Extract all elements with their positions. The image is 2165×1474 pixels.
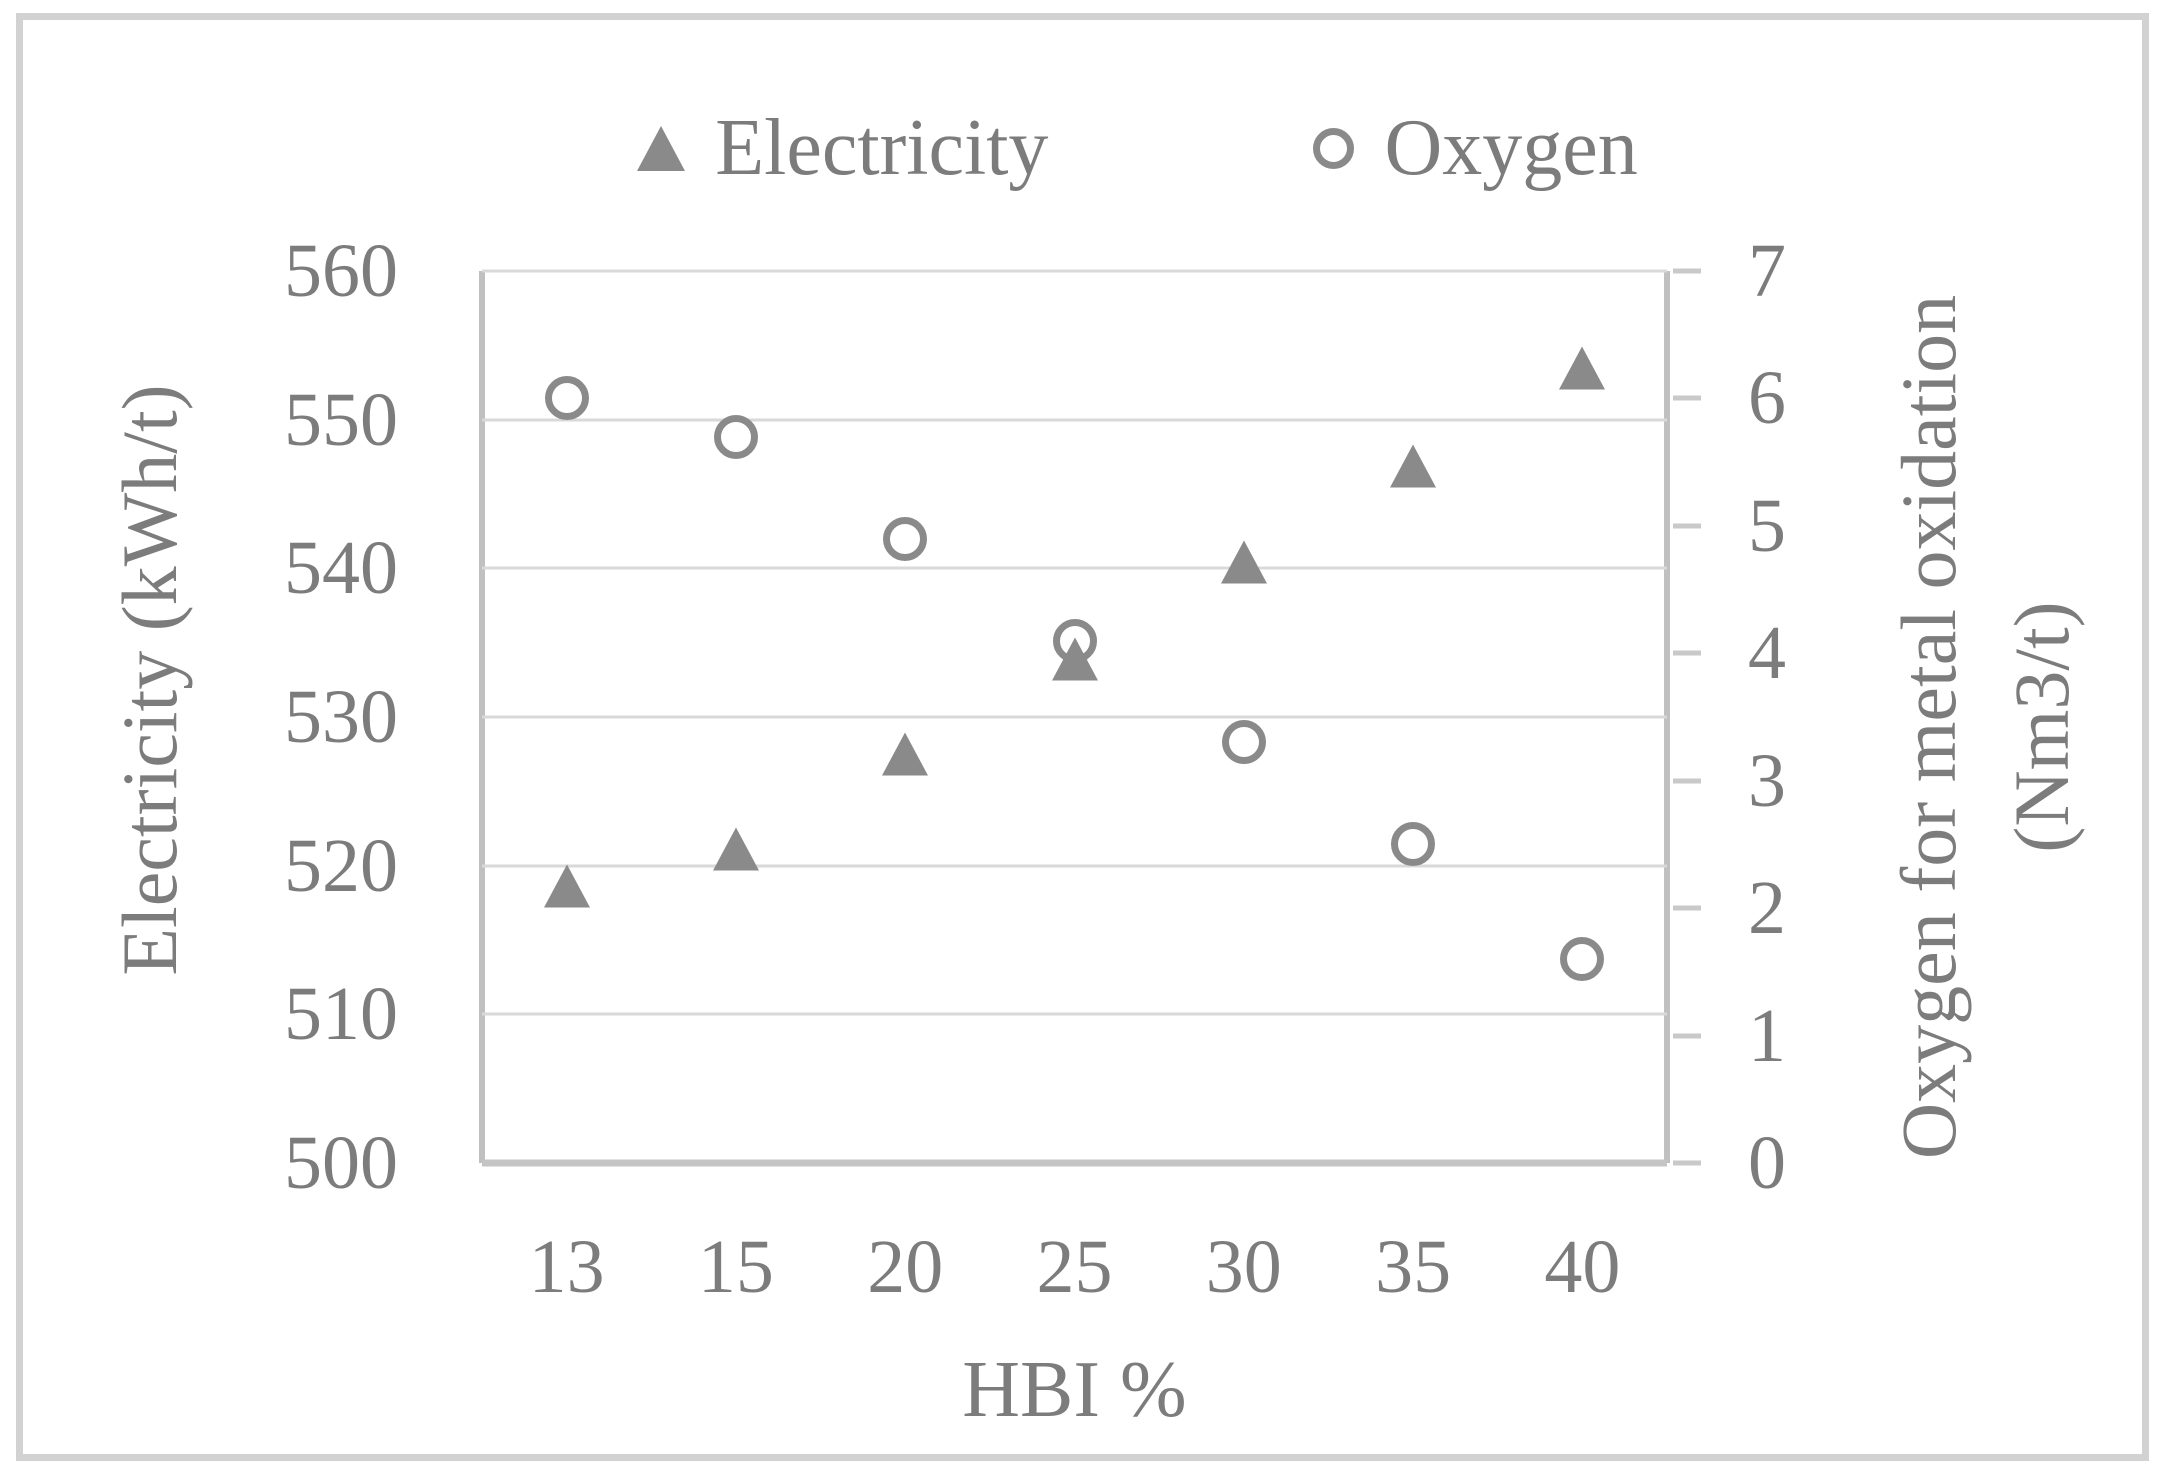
right-axis-tick-4	[1673, 650, 1701, 656]
gridline-510	[482, 1012, 1667, 1016]
right-tick-label-2: 2	[1748, 866, 1786, 951]
legend-label-electricity: Electricity	[715, 104, 1049, 192]
oxygen-marker	[1560, 937, 1605, 982]
x-tick-label-20: 20	[867, 1225, 944, 1309]
right-axis-title-line1: Oxygen for metal oxidation	[1884, 294, 1972, 1160]
gridline-520	[482, 864, 1667, 868]
legend: Electricity Oxygen	[55, 108, 2165, 188]
oxygen-marker	[1391, 822, 1436, 867]
x-tick-label-30: 30	[1205, 1225, 1282, 1309]
left-axis-title: Electricity (kWh/t)	[106, 384, 193, 976]
oxygen-marker	[883, 516, 928, 561]
right-axis-tick-1	[1673, 1033, 1701, 1039]
oxygen-marker	[1221, 720, 1266, 765]
electricity-marker	[882, 732, 929, 776]
right-tick-label-5: 5	[1748, 483, 1786, 568]
right-tick-label-7: 7	[1748, 229, 1786, 313]
legend-label-oxygen: Oxygen	[1384, 104, 1638, 192]
gridline-540	[482, 566, 1667, 570]
circle-marker-icon	[1313, 127, 1355, 169]
right-tick-label-0: 0	[1748, 1121, 1786, 1205]
left-tick-label-540: 540	[284, 526, 398, 611]
electricity-marker	[543, 864, 590, 908]
right-axis-tick-5	[1673, 523, 1701, 529]
x-tick-label-25: 25	[1036, 1225, 1113, 1309]
electricity-marker	[712, 827, 759, 871]
right-tick-label-6: 6	[1748, 356, 1786, 441]
x-axis-tick-labels: 13 15 20 25 30 35 40	[482, 1222, 1667, 1312]
left-tick-label-520: 520	[284, 823, 398, 908]
x-tick-label-35: 35	[1375, 1225, 1452, 1309]
left-tick-label-500: 500	[284, 1121, 398, 1205]
left-tick-label-530: 530	[284, 675, 398, 759]
plot-area	[479, 268, 1701, 1167]
x-tick-label-40: 40	[1544, 1225, 1621, 1309]
right-axis-title: Oxygen for metal oxidation (Nm3/t)	[1872, 295, 2098, 1159]
oxygen-marker	[544, 376, 589, 421]
right-tick-label-4: 4	[1748, 611, 1786, 696]
left-axis-tick-labels: 560 550 540 530 520 510 500	[0, 233, 452, 1201]
left-tick-label-510: 510	[284, 972, 398, 1057]
right-tick-label-1: 1	[1748, 993, 1786, 1078]
triangle-marker-icon	[637, 125, 686, 171]
left-tick-label-550: 550	[284, 377, 398, 462]
right-axis-line	[1664, 271, 1670, 1163]
right-axis-tick-6	[1673, 395, 1701, 401]
figure-border	[16, 13, 2149, 1461]
oxygen-marker	[713, 414, 758, 459]
electricity-marker	[1390, 444, 1437, 488]
electricity-marker	[1220, 540, 1267, 584]
x-tick-label-15: 15	[697, 1225, 774, 1309]
right-axis-tick-3	[1673, 778, 1701, 784]
legend-item-electricity: Electricity	[637, 108, 1048, 188]
gridline-560	[482, 269, 1667, 273]
gridline-530	[482, 715, 1667, 719]
right-axis-tick-7	[1673, 268, 1701, 274]
oxygen-marker	[1052, 618, 1097, 663]
left-tick-label-560: 560	[284, 229, 398, 313]
x-tick-label-13: 13	[528, 1225, 605, 1309]
electricity-marker	[1559, 346, 1606, 390]
right-axis-tick-2	[1673, 905, 1701, 911]
right-axis-title-line2: (Nm3/t)	[1998, 601, 2085, 853]
x-axis-title: HBI %	[962, 1346, 1187, 1434]
legend-item-oxygen: Oxygen	[1313, 104, 1638, 192]
right-tick-label-3: 3	[1748, 738, 1786, 823]
gridline-500	[482, 1159, 1667, 1167]
gridline-550	[482, 418, 1667, 422]
right-axis-tick-0	[1673, 1160, 1701, 1166]
